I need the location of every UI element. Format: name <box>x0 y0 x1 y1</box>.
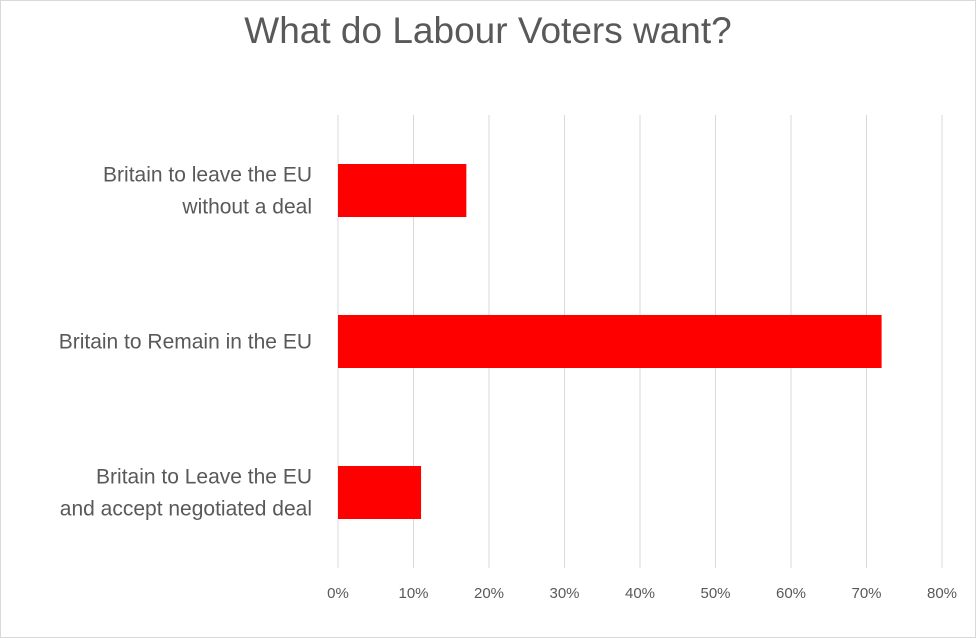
y-axis-categories: Britain to leave the EU without a dealBri… <box>59 164 312 521</box>
category-label-line: Britain to leave the EU <box>103 164 312 187</box>
category-label-line: and accept negotiated deal <box>60 498 312 521</box>
x-tick-label: 30% <box>549 585 579 602</box>
bar <box>338 164 467 217</box>
category-label-line: Britain to Leave the EU <box>96 466 312 489</box>
category-label: Britain to leave the EU without a deal <box>103 164 312 219</box>
bars <box>338 164 882 519</box>
chart-title: What do Labour Voters want? <box>244 10 732 51</box>
x-tick-label: 60% <box>776 585 806 602</box>
x-tick-label: 20% <box>474 585 504 602</box>
bar <box>338 466 422 519</box>
category-label: Britain to Remain in the EU <box>59 331 312 354</box>
x-tick-label: 80% <box>927 585 957 602</box>
x-tick-label: 0% <box>327 585 349 602</box>
x-tick-label: 50% <box>700 585 730 602</box>
category-label: Britain to Leave the EU and accept negoti… <box>60 466 312 521</box>
x-tick-label: 10% <box>398 585 428 602</box>
category-label-line: without a deal <box>181 196 312 219</box>
x-tick-label: 70% <box>851 585 881 602</box>
x-axis-ticks: 0% 10% 20% 30% 40% 50% 60% 70% 80% <box>327 585 957 602</box>
category-label-line: Britain to Remain in the EU <box>59 331 312 354</box>
x-tick-label: 40% <box>625 585 655 602</box>
bar <box>338 315 882 368</box>
